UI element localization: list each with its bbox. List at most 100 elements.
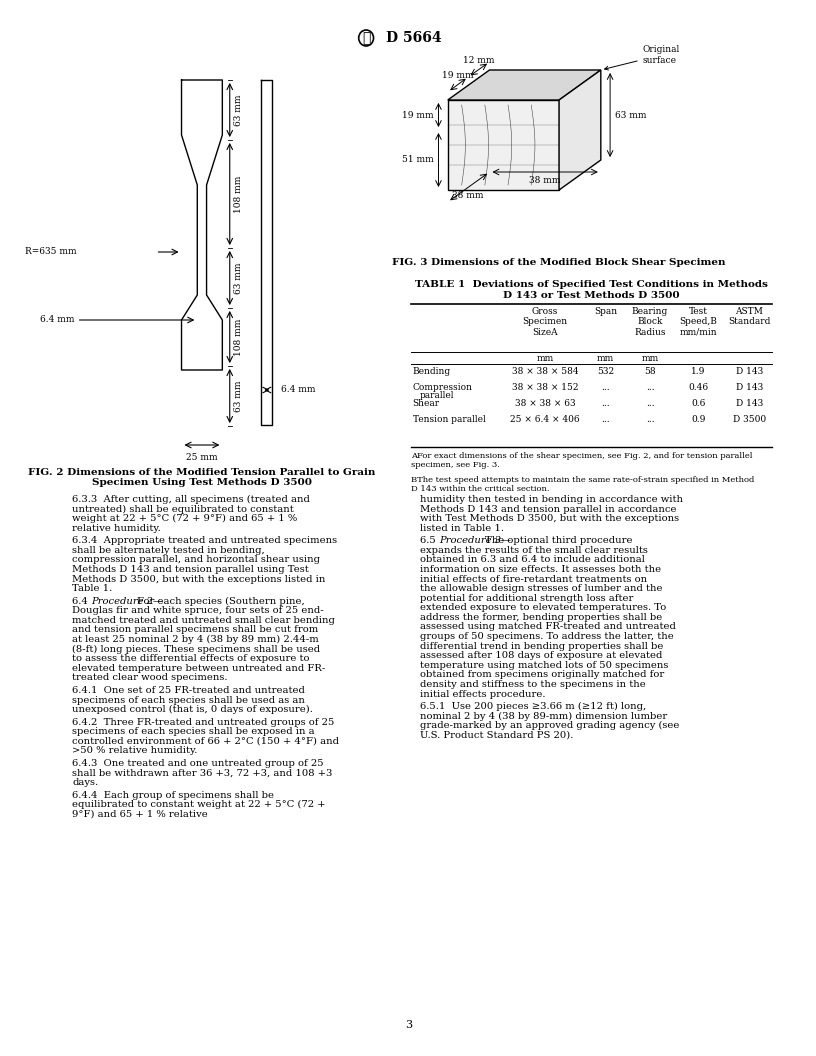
Text: Methods D 3500, but with the exceptions listed in: Methods D 3500, but with the exceptions … (72, 574, 326, 584)
Text: The optional third procedure: The optional third procedure (485, 536, 632, 545)
Text: 108 mm: 108 mm (234, 175, 243, 212)
Text: >50 % relative humidity.: >50 % relative humidity. (72, 747, 197, 755)
Text: 6.5: 6.5 (420, 536, 442, 545)
Text: 0.46: 0.46 (688, 383, 708, 392)
Text: mm: mm (596, 354, 614, 363)
Text: D 143: D 143 (735, 399, 763, 408)
Text: Test
Speed,B
mm/min: Test Speed,B mm/min (679, 307, 717, 337)
Text: 6.4: 6.4 (72, 597, 94, 606)
Text: ...: ... (601, 399, 610, 408)
Text: compression parallel, and horizontal shear using: compression parallel, and horizontal she… (72, 555, 320, 565)
Text: address the former, bending properties shall be: address the former, bending properties s… (420, 612, 662, 622)
Text: specimens of each species shall be exposed in a: specimens of each species shall be expos… (72, 728, 315, 736)
Text: matched treated and untreated small clear bending: matched treated and untreated small clea… (72, 616, 335, 625)
Text: 25 × 6.4 × 406: 25 × 6.4 × 406 (510, 415, 580, 425)
Text: (8-ft) long pieces. These specimens shall be used: (8-ft) long pieces. These specimens shal… (72, 644, 320, 654)
Text: 0.9: 0.9 (691, 415, 705, 425)
Text: 51 mm: 51 mm (402, 155, 434, 165)
Text: 6.3.4  Appropriate treated and untreated specimens: 6.3.4 Appropriate treated and untreated … (72, 536, 337, 545)
Text: days.: days. (72, 778, 98, 787)
Text: 6.4.2  Three FR-treated and untreated groups of 25: 6.4.2 Three FR-treated and untreated gro… (72, 718, 335, 727)
Text: weight at 22 + 5°C (72 + 9°F) and 65 + 1 %: weight at 22 + 5°C (72 + 9°F) and 65 + 1… (72, 514, 297, 524)
Text: D 5664: D 5664 (386, 31, 441, 45)
Text: elevated temperature between untreated and FR-: elevated temperature between untreated a… (72, 664, 326, 673)
Text: controlled environment of 66 + 2°C (150 + 4°F) and: controlled environment of 66 + 2°C (150 … (72, 737, 339, 746)
Text: at least 25 nominal 2 by 4 (38 by 89 mm) 2.44-m: at least 25 nominal 2 by 4 (38 by 89 mm)… (72, 635, 319, 644)
Text: 6.4 mm: 6.4 mm (281, 385, 315, 395)
Text: 38 × 38 × 584: 38 × 38 × 584 (512, 367, 579, 376)
Text: assessed using matched FR-treated and untreated: assessed using matched FR-treated and un… (420, 622, 676, 631)
Text: D 143: D 143 (735, 367, 763, 376)
Polygon shape (448, 70, 601, 100)
Text: U.S. Product Standard PS 20).: U.S. Product Standard PS 20). (420, 731, 574, 740)
Text: D 3500: D 3500 (733, 415, 765, 425)
Text: obtained in 6.3 and 6.4 to include additional: obtained in 6.3 and 6.4 to include addit… (420, 555, 645, 565)
Text: FIG. 2 Dimensions of the Modified Tension Parallel to Grain
Specimen Using Test : FIG. 2 Dimensions of the Modified Tensio… (29, 468, 375, 488)
Text: ASTM
Standard: ASTM Standard (728, 307, 770, 326)
Text: 63 mm: 63 mm (234, 262, 243, 294)
Text: mm: mm (641, 354, 659, 363)
Text: ...: ... (601, 415, 610, 425)
Text: R=635 mm: R=635 mm (25, 247, 77, 257)
Text: 6.4 mm: 6.4 mm (40, 316, 75, 324)
Text: Procedure 2—: Procedure 2— (91, 597, 163, 606)
Text: 6.5.1  Use 200 pieces ≥3.66 m (≥12 ft) long,: 6.5.1 Use 200 pieces ≥3.66 m (≥12 ft) lo… (420, 702, 646, 712)
Text: 38 mm: 38 mm (452, 191, 484, 200)
Text: Table 1.: Table 1. (72, 584, 113, 593)
Text: Shear: Shear (413, 399, 440, 408)
Text: nominal 2 by 4 (38 by 89-mm) dimension lumber: nominal 2 by 4 (38 by 89-mm) dimension l… (420, 712, 667, 721)
Text: listed in Table 1.: listed in Table 1. (420, 524, 504, 532)
Text: 6.4.1  One set of 25 FR-treated and untreated: 6.4.1 One set of 25 FR-treated and untre… (72, 686, 305, 695)
Text: Ⓢ: Ⓢ (362, 31, 370, 45)
Text: D 143: D 143 (735, 383, 763, 392)
Text: the allowable design stresses of lumber and the: the allowable design stresses of lumber … (420, 584, 663, 593)
Text: Compression: Compression (413, 383, 472, 392)
Text: Bending: Bending (413, 367, 450, 376)
Text: humidity then tested in bending in accordance with: humidity then tested in bending in accor… (420, 495, 683, 504)
Text: differential trend in bending properties shall be: differential trend in bending properties… (420, 642, 663, 650)
Text: temperature using matched lots of 50 specimens: temperature using matched lots of 50 spe… (420, 661, 668, 670)
Text: 38 mm: 38 mm (530, 176, 561, 185)
Text: ...: ... (645, 399, 654, 408)
Text: specimens of each species shall be used as an: specimens of each species shall be used … (72, 696, 305, 704)
Text: to assess the differential effects of exposure to: to assess the differential effects of ex… (72, 655, 309, 663)
Text: Methods D 143 and tension parallel in accordance: Methods D 143 and tension parallel in ac… (420, 505, 676, 513)
Text: For each species (Southern pine,: For each species (Southern pine, (137, 597, 304, 606)
Text: 0.6: 0.6 (691, 399, 705, 408)
Text: 3: 3 (406, 1020, 412, 1030)
Text: shall be alternately tested in bending,: shall be alternately tested in bending, (72, 546, 265, 554)
Text: initial effects procedure.: initial effects procedure. (420, 690, 545, 698)
Text: relative humidity.: relative humidity. (72, 524, 161, 532)
Text: Span: Span (594, 307, 617, 316)
Text: 9°F) and 65 + 1 % relative: 9°F) and 65 + 1 % relative (72, 810, 208, 818)
Text: FIG. 3 Dimensions of the Modified Block Shear Specimen: FIG. 3 Dimensions of the Modified Block … (392, 258, 725, 267)
Text: D 143 or Test Methods D 3500: D 143 or Test Methods D 3500 (503, 291, 680, 300)
Text: treated clear wood specimens.: treated clear wood specimens. (72, 674, 228, 682)
Text: ...: ... (601, 383, 610, 392)
Text: 25 mm: 25 mm (186, 453, 218, 463)
Text: 1.9: 1.9 (691, 367, 705, 376)
Text: 12 mm: 12 mm (463, 56, 494, 65)
Text: 6.4.4  Each group of specimens shall be: 6.4.4 Each group of specimens shall be (72, 791, 274, 799)
Polygon shape (559, 70, 601, 190)
Text: 63 mm: 63 mm (614, 111, 646, 119)
Text: 63 mm: 63 mm (234, 94, 243, 126)
Text: BThe test speed attempts to maintain the same rate-of-strain specified in Method: BThe test speed attempts to maintain the… (410, 476, 754, 493)
Text: TABLE 1  Deviations of Specified Test Conditions in Methods: TABLE 1 Deviations of Specified Test Con… (415, 280, 768, 289)
Text: ...: ... (645, 383, 654, 392)
Text: 38 × 38 × 152: 38 × 38 × 152 (512, 383, 579, 392)
Text: equilibrated to constant weight at 22 + 5°C (72 +: equilibrated to constant weight at 22 + … (72, 800, 326, 809)
Polygon shape (448, 100, 559, 190)
Text: Douglas fir and white spruce, four sets of 25 end-: Douglas fir and white spruce, four sets … (72, 606, 324, 616)
Text: Tension parallel: Tension parallel (413, 415, 486, 425)
Text: extended exposure to elevated temperatures. To: extended exposure to elevated temperatur… (420, 603, 666, 612)
Text: 6.4.3  One treated and one untreated group of 25: 6.4.3 One treated and one untreated grou… (72, 759, 324, 768)
Text: Procedure 3—: Procedure 3— (439, 536, 511, 545)
Text: with Test Methods D 3500, but with the exceptions: with Test Methods D 3500, but with the e… (420, 514, 679, 523)
Text: density and stiffness to the specimens in the: density and stiffness to the specimens i… (420, 680, 645, 689)
Text: 19 mm: 19 mm (402, 111, 434, 119)
Text: 63 mm: 63 mm (234, 380, 243, 412)
Text: parallel: parallel (420, 391, 455, 400)
Text: Bearing
Block
Radius: Bearing Block Radius (632, 307, 668, 337)
Text: grade-marked by an approved grading agency (see: grade-marked by an approved grading agen… (420, 721, 679, 731)
